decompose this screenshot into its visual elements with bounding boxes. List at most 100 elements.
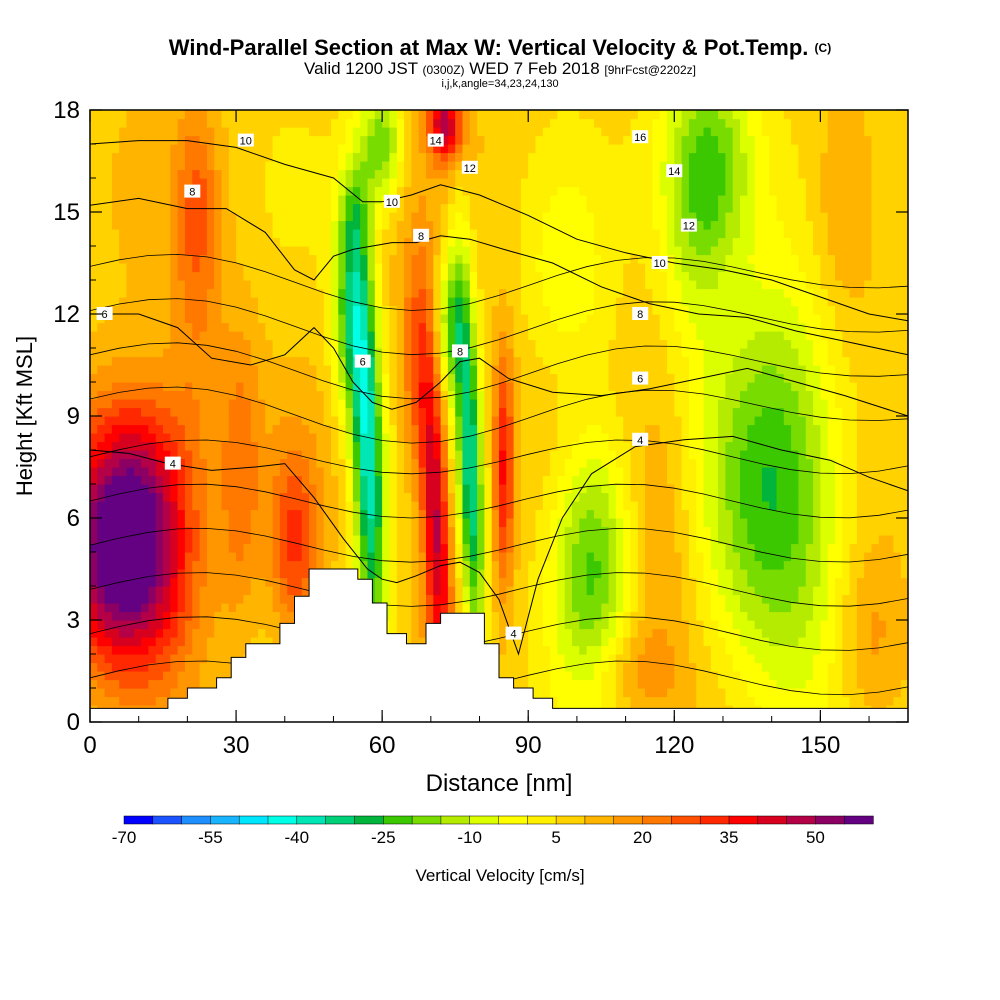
velocity-cell bbox=[104, 518, 113, 528]
velocity-cell bbox=[141, 433, 149, 443]
velocity-cell bbox=[440, 501, 449, 511]
velocity-cell bbox=[374, 331, 383, 341]
velocity-cell bbox=[243, 450, 252, 460]
velocity-cell bbox=[440, 526, 449, 536]
velocity-cell bbox=[111, 433, 120, 443]
velocity-cell bbox=[426, 373, 434, 383]
velocity-cell bbox=[389, 373, 398, 383]
velocity-cell bbox=[484, 263, 493, 273]
velocity-cell bbox=[279, 331, 288, 341]
forecast-info: [9hrFcst@2202z] bbox=[604, 63, 696, 77]
velocity-cell bbox=[586, 671, 595, 681]
velocity-cell bbox=[236, 237, 244, 247]
velocity-cell bbox=[447, 433, 456, 443]
velocity-cell bbox=[462, 288, 471, 298]
velocity-cell bbox=[374, 348, 383, 358]
velocity-cell bbox=[564, 433, 573, 443]
velocity-cell bbox=[141, 501, 149, 511]
velocity-cell bbox=[243, 237, 252, 247]
velocity-cell bbox=[155, 220, 164, 230]
velocity-cell bbox=[572, 467, 580, 477]
velocity-cell bbox=[323, 552, 332, 562]
velocity-cell bbox=[104, 152, 113, 162]
velocity-cell bbox=[564, 339, 573, 349]
velocity-cell bbox=[389, 407, 398, 417]
velocity-cell bbox=[287, 254, 296, 264]
velocity-cell bbox=[352, 152, 361, 162]
velocity-cell bbox=[382, 424, 390, 434]
velocity-cell bbox=[272, 237, 281, 247]
velocity-cell bbox=[352, 127, 361, 137]
velocity-cell bbox=[499, 467, 507, 477]
velocity-cell bbox=[199, 161, 208, 171]
velocity-cell bbox=[97, 637, 106, 647]
velocity-cell bbox=[360, 518, 369, 528]
velocity-cell bbox=[199, 297, 208, 307]
velocity-cell bbox=[367, 254, 376, 264]
velocity-cell bbox=[221, 433, 230, 443]
velocity-cell bbox=[141, 322, 149, 332]
velocity-cell bbox=[133, 603, 142, 613]
velocity-cell bbox=[221, 390, 230, 400]
velocity-cell bbox=[506, 458, 515, 468]
velocity-cell bbox=[163, 382, 171, 392]
velocity-cell bbox=[214, 305, 223, 315]
velocity-cell bbox=[104, 254, 113, 264]
velocity-cell bbox=[199, 603, 208, 613]
velocity-cell bbox=[104, 628, 113, 638]
velocity-cell bbox=[484, 594, 493, 604]
velocity-cell bbox=[586, 416, 595, 426]
velocity-cell bbox=[528, 271, 537, 281]
velocity-cell bbox=[404, 424, 412, 434]
velocity-cell bbox=[506, 569, 515, 579]
velocity-cell bbox=[528, 433, 537, 443]
velocity-cell bbox=[214, 280, 223, 290]
velocity-cell bbox=[586, 501, 595, 511]
velocity-cell bbox=[579, 254, 588, 264]
velocity-cell bbox=[133, 271, 142, 281]
velocity-cell bbox=[477, 314, 485, 324]
velocity-cell bbox=[192, 407, 201, 417]
velocity-cell bbox=[433, 195, 442, 205]
velocity-cell bbox=[258, 288, 266, 298]
velocity-cell bbox=[396, 399, 405, 409]
velocity-cell bbox=[148, 594, 157, 604]
velocity-cell bbox=[111, 203, 120, 213]
velocity-cell bbox=[469, 399, 478, 409]
velocity-cell bbox=[426, 492, 434, 502]
velocity-cell bbox=[294, 518, 303, 528]
velocity-cell bbox=[528, 407, 537, 417]
velocity-cell bbox=[440, 212, 449, 222]
velocity-cell bbox=[520, 458, 529, 468]
velocity-cell bbox=[491, 186, 500, 196]
velocity-cell bbox=[133, 501, 142, 511]
velocity-cell bbox=[236, 288, 244, 298]
velocity-cell bbox=[316, 271, 325, 281]
velocity-cell bbox=[214, 450, 223, 460]
velocity-cell bbox=[411, 263, 420, 273]
chart-title-line: Wind-Parallel Section at Max W: Vertical… bbox=[0, 36, 1000, 60]
velocity-cell bbox=[418, 178, 427, 188]
velocity-cell bbox=[97, 509, 106, 519]
velocity-cell bbox=[535, 594, 544, 604]
velocity-cell bbox=[338, 348, 347, 358]
velocity-cell bbox=[331, 203, 339, 213]
velocity-cell bbox=[301, 297, 310, 307]
velocity-cell bbox=[542, 178, 551, 188]
velocity-cell bbox=[528, 331, 537, 341]
velocity-cell bbox=[564, 212, 573, 222]
velocity-cell bbox=[126, 552, 135, 562]
velocity-cell bbox=[279, 348, 288, 358]
velocity-cell bbox=[221, 467, 230, 477]
velocity-cell bbox=[126, 645, 135, 655]
velocity-cell bbox=[499, 501, 507, 511]
velocity-cell bbox=[550, 501, 558, 511]
velocity-cell bbox=[396, 178, 405, 188]
velocity-cell bbox=[426, 543, 434, 553]
velocity-cell bbox=[163, 331, 171, 341]
velocity-cell bbox=[433, 288, 442, 298]
velocity-cell bbox=[316, 467, 325, 477]
velocity-cell bbox=[491, 178, 500, 188]
velocity-cell bbox=[404, 518, 412, 528]
velocity-cell bbox=[104, 348, 113, 358]
